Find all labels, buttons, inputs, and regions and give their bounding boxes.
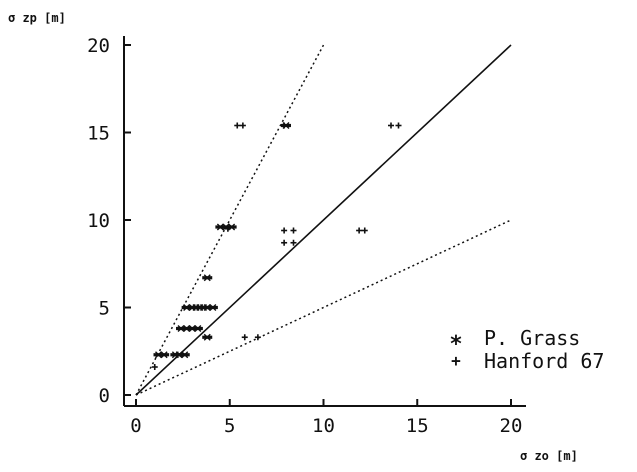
x-tick-label: 0 (130, 415, 141, 437)
y-tick-label: 20 (87, 35, 110, 57)
y-tick-label: 5 (99, 298, 110, 320)
y-tick-label: 0 (99, 385, 110, 407)
legend-label: Hanford 67 (484, 349, 604, 373)
plus-point (388, 122, 394, 129)
plus-point (281, 122, 288, 129)
plus-point (234, 122, 241, 129)
asterisk-point (207, 304, 218, 311)
plus-point (224, 225, 231, 232)
y-axis-title: σ zp [m] (8, 11, 66, 25)
plus-icon: + (451, 351, 461, 370)
reference-lines (135, 44, 512, 396)
asterisk-point (179, 351, 190, 359)
plus-point (239, 122, 246, 129)
y-tick-label: 10 (87, 210, 110, 232)
asterisk-point (192, 325, 203, 332)
plus-point (361, 227, 368, 234)
reference-line (135, 44, 325, 396)
plus-point (290, 239, 297, 246)
plus-point (241, 334, 248, 341)
plus-point (395, 122, 402, 129)
plus-point (290, 227, 297, 234)
legend-label: P. Grass (484, 326, 580, 350)
plus-point (254, 334, 261, 341)
x-tick-label: 20 (500, 415, 523, 437)
x-axis-title: σ zo [m] (520, 449, 578, 463)
data-points (151, 122, 402, 370)
reference-line (135, 44, 512, 396)
x-tick-label: 5 (224, 415, 235, 437)
asterisk-point (159, 351, 170, 359)
x-tick-label: 10 (312, 415, 335, 437)
reference-line (135, 219, 512, 396)
plus-point (281, 227, 288, 234)
legend-item-p-grass: * P. Grass (449, 326, 580, 357)
asterisk-point (202, 333, 213, 341)
x-tick-label: 15 (406, 415, 429, 437)
y-tick-label: 15 (87, 123, 110, 145)
ticks: 0 5 10 15 20 0 5 10 15 20 (87, 35, 522, 437)
legend: * P. Grass + Hanford 67 (449, 326, 604, 373)
asterisk-point (202, 274, 213, 282)
asterisk-icon: * (449, 332, 462, 357)
plus-point (151, 364, 158, 370)
legend-item-hanford-67: + Hanford 67 (451, 349, 604, 373)
plus-point (281, 239, 288, 246)
plus-point (356, 227, 363, 234)
